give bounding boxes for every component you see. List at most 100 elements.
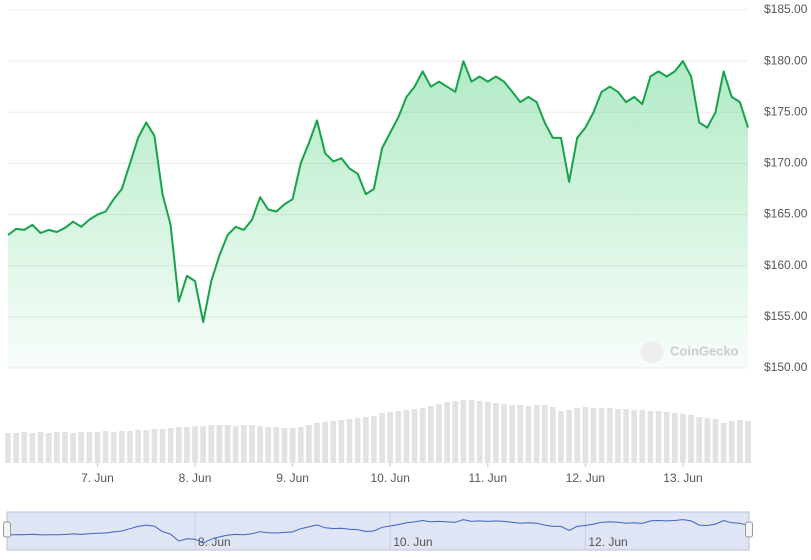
area-fill <box>8 61 748 368</box>
volume-bar <box>493 403 499 463</box>
volume-bar <box>371 416 377 463</box>
x-tick-label: 11. Jun <box>469 471 507 485</box>
volume-bar <box>655 411 662 463</box>
navigator-handle <box>3 521 11 538</box>
volume-bar <box>436 404 442 463</box>
volume-bar <box>688 415 694 463</box>
volume-bar <box>403 410 410 463</box>
x-tick-label: 9. Jun <box>276 471 309 485</box>
y-tick-label: $150.00 <box>764 360 808 374</box>
navigator-label: 10. Jun <box>393 535 432 549</box>
volume-bar <box>297 427 304 463</box>
volume-bar <box>21 432 28 463</box>
volume-bar <box>159 429 166 463</box>
volume-bar <box>102 431 109 463</box>
volume-bar <box>143 430 150 463</box>
volume-bar <box>533 405 540 463</box>
volume-bar <box>86 432 93 463</box>
volume-bar <box>615 409 621 463</box>
watermark: CoinGecko <box>641 341 739 363</box>
volume-bar <box>37 432 44 463</box>
volume-bar <box>273 427 280 463</box>
volume-bar <box>175 427 182 463</box>
volume-bar <box>680 414 686 463</box>
volume-bar <box>240 425 247 463</box>
price-line <box>7 60 749 323</box>
y-tick-label: $155.00 <box>764 309 808 323</box>
volume-bar <box>484 402 491 463</box>
volume-bar <box>590 408 597 463</box>
y-tick-label: $175.00 <box>764 104 808 118</box>
volume-bar <box>62 432 68 463</box>
volume-bar <box>330 421 337 463</box>
volume-bar <box>29 433 36 463</box>
volume-bar <box>631 410 637 463</box>
volume-bar <box>623 409 629 463</box>
volume-bar <box>249 425 255 463</box>
volume-bar <box>314 423 320 463</box>
volume-bar <box>208 425 215 463</box>
volume-bar <box>737 420 743 463</box>
volume-bar <box>379 413 385 463</box>
y-tick-label: $160.00 <box>764 258 808 272</box>
volume-bar <box>566 410 572 463</box>
volume-bar <box>216 425 223 463</box>
volume-bar <box>257 426 263 463</box>
volume-bar <box>200 426 207 463</box>
volume-bar <box>606 408 613 463</box>
volume-bar <box>151 429 158 463</box>
volume-bar <box>119 431 125 463</box>
volume-bar <box>647 411 654 463</box>
volume-bar <box>468 400 475 463</box>
volume-bar <box>728 421 735 463</box>
volume-bar <box>558 411 564 463</box>
navigator-line <box>7 519 749 544</box>
volume-bar <box>541 405 548 463</box>
y-tick-label: $165.00 <box>764 207 808 221</box>
volume-bar <box>671 413 678 463</box>
volume-bar <box>663 412 670 463</box>
volume-bar <box>265 427 272 463</box>
volume-bar <box>411 409 418 463</box>
volume-bar <box>281 428 288 463</box>
x-tick-label: 8. Jun <box>179 471 212 485</box>
volume-bar <box>745 421 751 463</box>
volume-bar <box>395 411 402 463</box>
volume-bar <box>501 404 507 463</box>
volume-bar <box>598 408 605 463</box>
volume-bar <box>574 408 581 463</box>
volume-bar <box>184 427 190 463</box>
volume-bar <box>45 433 52 463</box>
navigator-label: 12. Jun <box>588 535 627 549</box>
y-tick-label: $170.00 <box>764 156 808 170</box>
y-tick-label: $185.00 <box>764 2 808 16</box>
volume-bar <box>452 401 459 463</box>
x-tick-label: 10. Jun <box>371 471 410 485</box>
x-tick-label: 12. Jun <box>566 471 605 485</box>
volume-bar <box>306 425 312 463</box>
volume-bar <box>192 426 198 463</box>
volume-bar <box>509 405 516 463</box>
volume-bar <box>5 433 11 463</box>
volume-bar <box>78 432 85 463</box>
volume-bar <box>387 412 394 463</box>
volume-bar <box>53 432 60 463</box>
volume-bar <box>444 402 450 463</box>
navigator-label: 8. Jun <box>198 535 231 549</box>
navigator-handle <box>745 521 753 538</box>
volume-bar <box>167 428 174 463</box>
x-tick-label: 13. Jun <box>663 471 702 485</box>
volume-bar <box>354 418 361 463</box>
volume-bar <box>476 401 483 463</box>
volume-bar <box>70 433 76 463</box>
volume-bar <box>13 433 19 463</box>
volume-bar <box>696 417 703 463</box>
volume-bar <box>720 423 727 463</box>
volume-bar <box>135 430 141 463</box>
volume-bar <box>525 406 532 463</box>
volume-bar <box>232 426 239 463</box>
volume-bar <box>127 431 133 463</box>
volume-bar <box>419 408 426 463</box>
